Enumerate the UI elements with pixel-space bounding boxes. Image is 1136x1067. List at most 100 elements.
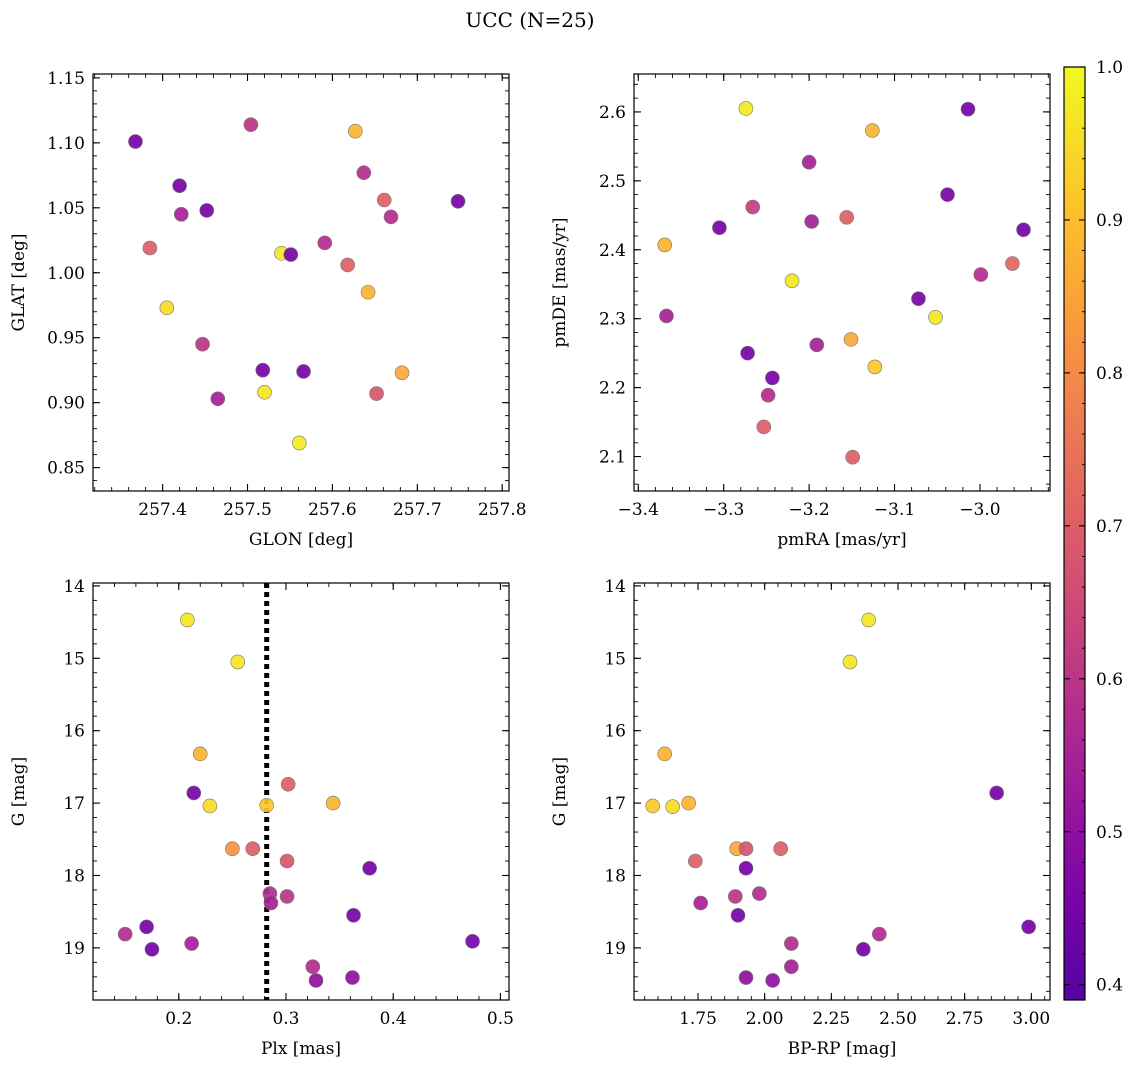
data-point <box>738 101 754 116</box>
y-tick-label: 1.10 <box>47 134 85 154</box>
data-point <box>280 776 296 792</box>
x-tick-label: 2.25 <box>812 1009 850 1029</box>
data-point <box>645 798 660 814</box>
data-point <box>765 973 780 988</box>
data-point <box>738 860 754 876</box>
y-tick-label: 19 <box>63 939 85 959</box>
x-axis-label: Plx [mas] <box>261 1039 341 1059</box>
y-tick-label: 15 <box>63 649 85 669</box>
data-point <box>728 889 743 904</box>
data-point <box>865 123 880 138</box>
x-tick-label: 0.3 <box>272 1009 299 1029</box>
panel-2: −3.4 −3.3 −3.2 −3.1 −3.0 2.1 2.2 2.3 2.4 2.5 2.6 pm… <box>550 73 1051 550</box>
data-point <box>465 934 480 949</box>
x-tick-label: −3.2 <box>788 500 829 520</box>
scatter-points <box>657 101 1031 465</box>
data-point <box>186 785 202 801</box>
data-point <box>230 654 246 670</box>
x-tick-label: 0.2 <box>165 1009 192 1029</box>
data-point <box>305 959 321 974</box>
axes-frame <box>92 73 510 492</box>
data-point <box>283 247 299 262</box>
axes-frame <box>633 73 1051 492</box>
y-tick-label: 1.15 <box>47 69 85 89</box>
data-point <box>172 178 187 194</box>
data-point <box>225 841 240 856</box>
colorbar-frame <box>1063 66 1086 1001</box>
x-tick-label: 2.00 <box>746 1009 784 1029</box>
y-axis-label: G [mag] <box>550 757 570 826</box>
data-point <box>173 206 189 222</box>
data-point <box>345 970 360 985</box>
data-point <box>1005 256 1020 271</box>
data-point <box>861 612 876 628</box>
data-point <box>356 165 372 181</box>
data-point <box>210 391 226 407</box>
data-point <box>773 841 788 856</box>
y-tick-label: 0.85 <box>47 459 85 479</box>
y-tick-label: 0.95 <box>47 329 85 349</box>
data-point <box>245 841 261 856</box>
data-point <box>809 337 825 353</box>
x-tick-label: 2.50 <box>879 1009 917 1029</box>
data-point <box>348 123 363 139</box>
data-point <box>839 210 854 225</box>
data-point <box>340 257 355 273</box>
data-point <box>1016 222 1031 238</box>
axes-frame <box>92 582 510 1001</box>
data-point <box>292 435 307 451</box>
data-point <box>184 936 199 951</box>
scatter-points <box>645 612 1036 988</box>
data-point <box>180 612 195 628</box>
x-tick-label: 257.6 <box>308 500 357 520</box>
y-tick-label: 18 <box>63 866 85 886</box>
data-point <box>376 192 392 208</box>
data-point <box>665 799 680 815</box>
data-point <box>383 209 399 225</box>
data-point <box>199 203 215 218</box>
data-point <box>784 959 799 974</box>
data-point <box>128 134 143 149</box>
x-axis-label: GLON [deg] <box>249 530 353 550</box>
data-point <box>1021 919 1036 935</box>
data-point <box>202 798 218 814</box>
data-point <box>117 926 133 942</box>
panel-1: 257.4 257.5 257.6 257.7 257.8 0.85 0.90 0.95 1.0… <box>9 69 527 550</box>
data-point <box>139 919 154 935</box>
x-tick-label: 1.75 <box>679 1009 717 1029</box>
data-point <box>144 942 160 957</box>
data-point <box>257 384 272 400</box>
colorbar-tick-label: 0.6 <box>1096 670 1123 690</box>
data-point <box>784 273 800 289</box>
data-point <box>360 284 376 300</box>
data-point <box>279 853 295 869</box>
data-point <box>843 332 859 347</box>
data-point <box>940 187 955 202</box>
data-point <box>872 926 887 942</box>
y-tick-label: 14 <box>63 577 85 597</box>
colorbar-tick-label: 1.0 <box>1096 58 1123 78</box>
data-point <box>693 895 708 911</box>
data-point <box>756 419 772 435</box>
data-point <box>730 907 746 923</box>
y-axis-label: G [mag] <box>9 757 29 826</box>
colorbar-tick-label: 0.5 <box>1096 823 1123 843</box>
data-point <box>738 970 754 985</box>
data-point <box>279 889 295 904</box>
y-tick-label: 0.90 <box>47 394 85 414</box>
x-tick-label: −3.3 <box>703 500 744 520</box>
x-tick-label: 257.8 <box>478 500 527 520</box>
data-point <box>842 654 858 670</box>
data-point <box>784 936 799 951</box>
panel-3: 0.2 0.3 0.4 0.5 14 15 16 17 18 19 Plx [mas] G [mag] <box>9 577 514 1059</box>
data-point <box>801 154 817 170</box>
data-point <box>450 194 466 209</box>
data-point <box>960 101 976 117</box>
data-point <box>712 220 727 236</box>
y-tick-label: 2.6 <box>599 103 626 123</box>
scatter-points <box>128 117 466 451</box>
colorbar-tick-label: 0.4 <box>1096 976 1123 996</box>
data-point <box>740 345 755 361</box>
data-point <box>765 370 780 386</box>
colorbar: 0.4 0.5 0.6 0.7 0.8 0.9 1.0 <box>1063 58 1123 1001</box>
